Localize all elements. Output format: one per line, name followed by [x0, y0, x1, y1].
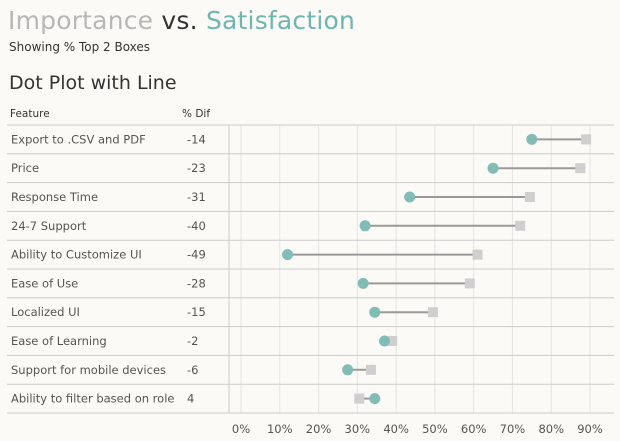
satisfaction-marker[interactable]	[378, 335, 390, 347]
satisfaction-marker[interactable]	[359, 220, 371, 232]
feature-label: Ability to Customize UI	[11, 248, 142, 262]
importance-marker[interactable]	[515, 220, 526, 231]
feature-label: Response Time	[11, 190, 98, 204]
feature-label: Export to .CSV and PDF	[11, 132, 146, 146]
satisfaction-marker[interactable]	[526, 133, 538, 145]
satisfaction-marker[interactable]	[282, 249, 294, 261]
importance-marker[interactable]	[387, 336, 398, 346]
title-satisfaction: Satisfaction	[205, 6, 356, 35]
feature-label: Ease of Learning	[11, 334, 107, 348]
feature-label: Support for mobile devices	[11, 363, 166, 377]
feature-column-header: Feature	[10, 108, 50, 120]
satisfaction-marker[interactable]	[487, 162, 499, 174]
diff-value: -49	[187, 248, 206, 262]
importance-marker[interactable]	[427, 307, 438, 318]
importance-marker[interactable]	[524, 192, 535, 202]
importance-marker[interactable]	[581, 134, 592, 145]
importance-marker[interactable]	[365, 364, 376, 375]
importance-marker[interactable]	[575, 163, 586, 174]
subtitle: Showing % Top 2 Boxes	[9, 40, 151, 54]
feature-label: 24-7 Support	[11, 219, 87, 233]
title-vs: vs.	[161, 6, 198, 35]
diff-value: -28	[187, 276, 206, 290]
diff-column-header: % Dif	[182, 108, 210, 120]
x-tick-label: 90%	[577, 422, 603, 436]
feature-label: Ease of Use	[11, 276, 78, 290]
satisfaction-marker[interactable]	[369, 393, 381, 405]
importance-marker[interactable]	[464, 278, 475, 289]
importance-marker[interactable]	[472, 249, 483, 260]
dashboard-title: Importance vs. Satisfaction	[8, 6, 355, 35]
diff-value: -2	[187, 334, 198, 348]
importance-marker[interactable]	[354, 393, 365, 404]
x-tick-label: 10%	[267, 422, 293, 436]
satisfaction-marker[interactable]	[404, 191, 416, 203]
feature-label: Localized UI	[11, 305, 80, 319]
diff-value: -23	[187, 161, 206, 175]
feature-label: Price	[11, 161, 39, 175]
diff-value: -31	[187, 190, 206, 204]
x-tick-label: 30%	[345, 422, 371, 436]
x-tick-label: 0%	[232, 422, 250, 436]
title-importance: Importance	[8, 6, 154, 35]
satisfaction-marker[interactable]	[357, 277, 369, 289]
x-tick-label: 20%	[306, 422, 332, 436]
diff-value: -40	[187, 219, 206, 233]
satisfaction-marker[interactable]	[342, 364, 354, 376]
chart-title: Dot Plot with Line	[9, 72, 177, 94]
x-tick-label: 40%	[383, 422, 409, 436]
satisfaction-marker[interactable]	[369, 306, 381, 318]
diff-value: 4	[187, 392, 194, 406]
x-tick-label: 80%	[538, 422, 564, 436]
diff-value: -14	[187, 132, 206, 146]
diff-value: -15	[187, 305, 206, 319]
diff-value: -6	[187, 363, 198, 377]
x-tick-label: 60%	[461, 422, 487, 436]
feature-label: Ability to filter based on role	[11, 392, 174, 406]
x-tick-label: 50%	[422, 422, 448, 436]
x-tick-label: 70%	[500, 422, 526, 436]
